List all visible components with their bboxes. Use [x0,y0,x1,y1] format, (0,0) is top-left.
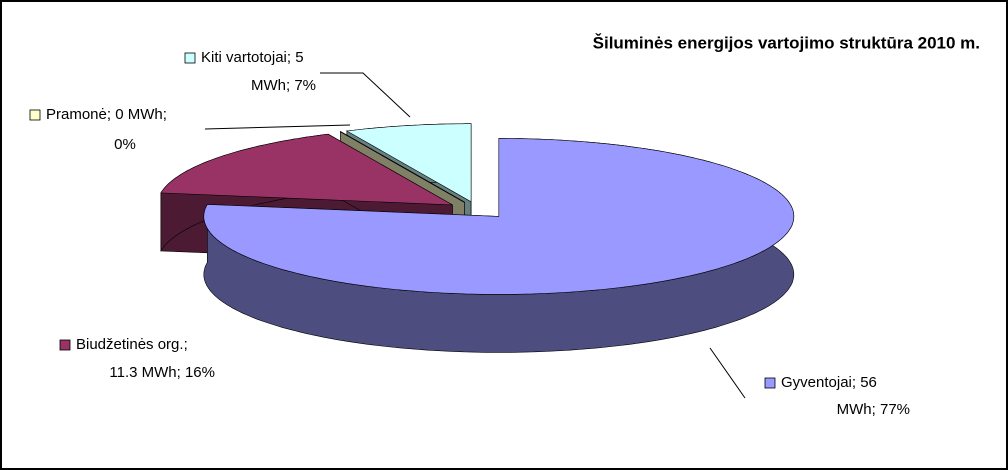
legend-key [764,377,776,389]
data-label: Kiti vartotojai; 5 [201,49,304,66]
data-label: Gyventojai; 56 [781,374,877,391]
leader-line [204,124,351,130]
data-label: MWh; 7% [251,77,316,94]
legend-key [184,52,196,64]
slice-top [345,123,472,203]
pie [160,123,795,353]
slice [203,138,795,353]
data-label: MWh; 77% [837,401,910,418]
leader-line [320,72,411,118]
chart-title: Šiluminės energijos vartojimo struktūra … [593,33,980,52]
slice-top [160,133,453,206]
legend-key [59,339,71,351]
leader-line [709,347,746,399]
data-label: Biudžetinės org.; [76,336,188,353]
data-label: 0% [114,136,136,153]
slice-top [203,138,795,295]
data-labels: Gyventojai; 56 MWh; 77% Biudžetinės org.; 1… [29,49,910,418]
legend-key [29,109,41,121]
data-label: Pramonė; 0 MWh; [46,106,167,123]
slice-top [340,131,465,203]
data-label: 11.3 MWh; 16% [109,364,215,381]
